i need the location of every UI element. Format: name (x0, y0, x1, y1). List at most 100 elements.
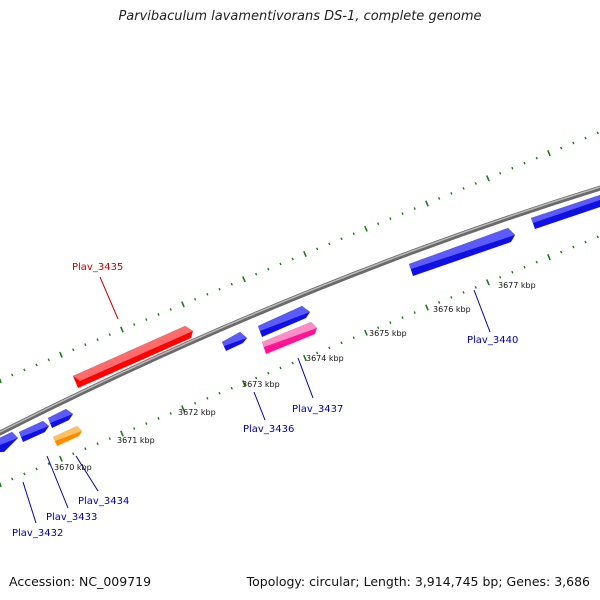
tick-mark (389, 217, 392, 221)
tick-mark (72, 348, 75, 352)
kbp-label-3674: 3674 kbp (306, 354, 344, 363)
genome-backbone (0, 185, 600, 436)
tick-mark (145, 318, 148, 321)
tick-mark (352, 336, 355, 340)
tick-mark (120, 430, 124, 437)
gene-plav-3432[interactable] (0, 432, 18, 452)
tick-mark (560, 250, 563, 254)
tick-mark (389, 321, 392, 325)
tick-mark (255, 272, 258, 276)
tick-mark (584, 240, 587, 244)
tick-mark (230, 386, 233, 390)
tick-mark (206, 396, 209, 400)
gene-plav-3436[interactable] (222, 332, 247, 351)
tick-mark (499, 171, 502, 175)
tick-mark (11, 373, 14, 377)
tick-mark (377, 326, 380, 330)
tick-mark (242, 380, 246, 387)
tick-mark (181, 405, 185, 412)
tick-mark (596, 235, 599, 239)
map-title: Parvibaculum lavamentivorans DS-1, compl… (118, 9, 482, 24)
tick-mark (413, 207, 416, 210)
leader-plav-3437 (297, 357, 314, 399)
tick-mark (560, 146, 563, 150)
gene-plav-3435[interactable] (73, 326, 193, 388)
tick-mark (352, 232, 355, 236)
tick-mark (157, 417, 160, 420)
tick-mark (96, 442, 99, 446)
kbp-label-3670: 3670 kbp (54, 463, 92, 472)
gene-plav-3440[interactable] (409, 228, 515, 276)
leader-plav-3433 (46, 455, 69, 509)
tick-mark (194, 297, 197, 301)
tick-mark (438, 197, 441, 200)
tick-mark (596, 131, 599, 135)
tick-mark (523, 265, 526, 269)
tick-mark (377, 222, 380, 226)
tick-mark (303, 250, 307, 258)
gene-label-plav-3440[interactable]: Plav_3440 (467, 335, 518, 346)
gene-label-plav-3436[interactable]: Plav_3436 (243, 424, 294, 435)
gene-label-plav-3435[interactable]: Plav_3435 (72, 262, 123, 273)
gene-plav-3434[interactable] (53, 426, 82, 446)
tick-mark (364, 329, 368, 336)
inner-tick-track (0, 235, 599, 488)
tick-mark (59, 455, 63, 462)
tick-mark (425, 200, 429, 207)
tick-mark (11, 477, 14, 481)
gene-label-plav-3432[interactable]: Plav_3432 (12, 528, 63, 539)
tick-mark (169, 308, 172, 311)
tick-mark (218, 391, 221, 395)
tick-mark (133, 323, 136, 326)
label-leader-lines (22, 276, 491, 524)
tick-mark (364, 225, 368, 232)
tick-mark (462, 187, 465, 190)
tick-mark (157, 313, 160, 316)
tick-mark (120, 326, 124, 333)
gene-label-plav-3437[interactable]: Plav_3437 (292, 404, 343, 415)
kbp-label-3673: 3673 kbp (242, 380, 280, 389)
tick-mark (47, 358, 50, 362)
tick-mark (486, 279, 490, 286)
tick-mark (0, 377, 2, 384)
genome-summary-text: Topology: circular; Length: 3,914,745 bp… (246, 574, 590, 589)
gene-label-plav-3434[interactable]: Plav_3434 (78, 496, 129, 507)
tick-mark (413, 311, 416, 314)
tick-mark (145, 422, 148, 425)
tick-mark (401, 316, 404, 319)
gene-plav-3437[interactable] (262, 322, 317, 354)
genome-backbone-highlight (0, 186, 600, 433)
tick-mark (401, 212, 404, 215)
tick-mark (35, 363, 38, 367)
tick-mark (584, 136, 587, 140)
tick-mark (181, 301, 185, 308)
tick-mark (474, 181, 477, 185)
gene-blue-right[interactable] (531, 195, 600, 229)
gene-small-blue-left[interactable] (48, 409, 73, 428)
gene-label-plav-3433[interactable]: Plav_3433 (46, 512, 97, 523)
tick-mark (108, 437, 111, 440)
gene-plav-3433[interactable] (19, 421, 49, 442)
tick-mark (425, 304, 429, 311)
tick-mark (340, 341, 343, 345)
accession-text: Accession: NC_009719 (9, 574, 152, 589)
tick-mark (267, 371, 270, 375)
tick-mark (511, 270, 514, 274)
tick-mark (133, 427, 136, 430)
tick-mark (486, 175, 490, 182)
tick-mark (511, 166, 514, 170)
tick-mark (572, 245, 575, 249)
gene-blue-mid[interactable] (258, 306, 310, 337)
leader-plav-3434 (75, 455, 99, 492)
leader-plav-3435 (99, 276, 119, 320)
tick-mark (23, 472, 26, 476)
tick-mark (59, 351, 63, 358)
tick-mark (206, 292, 209, 296)
tick-mark (279, 262, 282, 266)
tick-mark (535, 260, 538, 264)
tick-mark (0, 481, 2, 488)
tick-mark (303, 354, 307, 362)
kbp-label-3672: 3672 kbp (178, 408, 216, 417)
outer-tick-track (0, 131, 599, 384)
